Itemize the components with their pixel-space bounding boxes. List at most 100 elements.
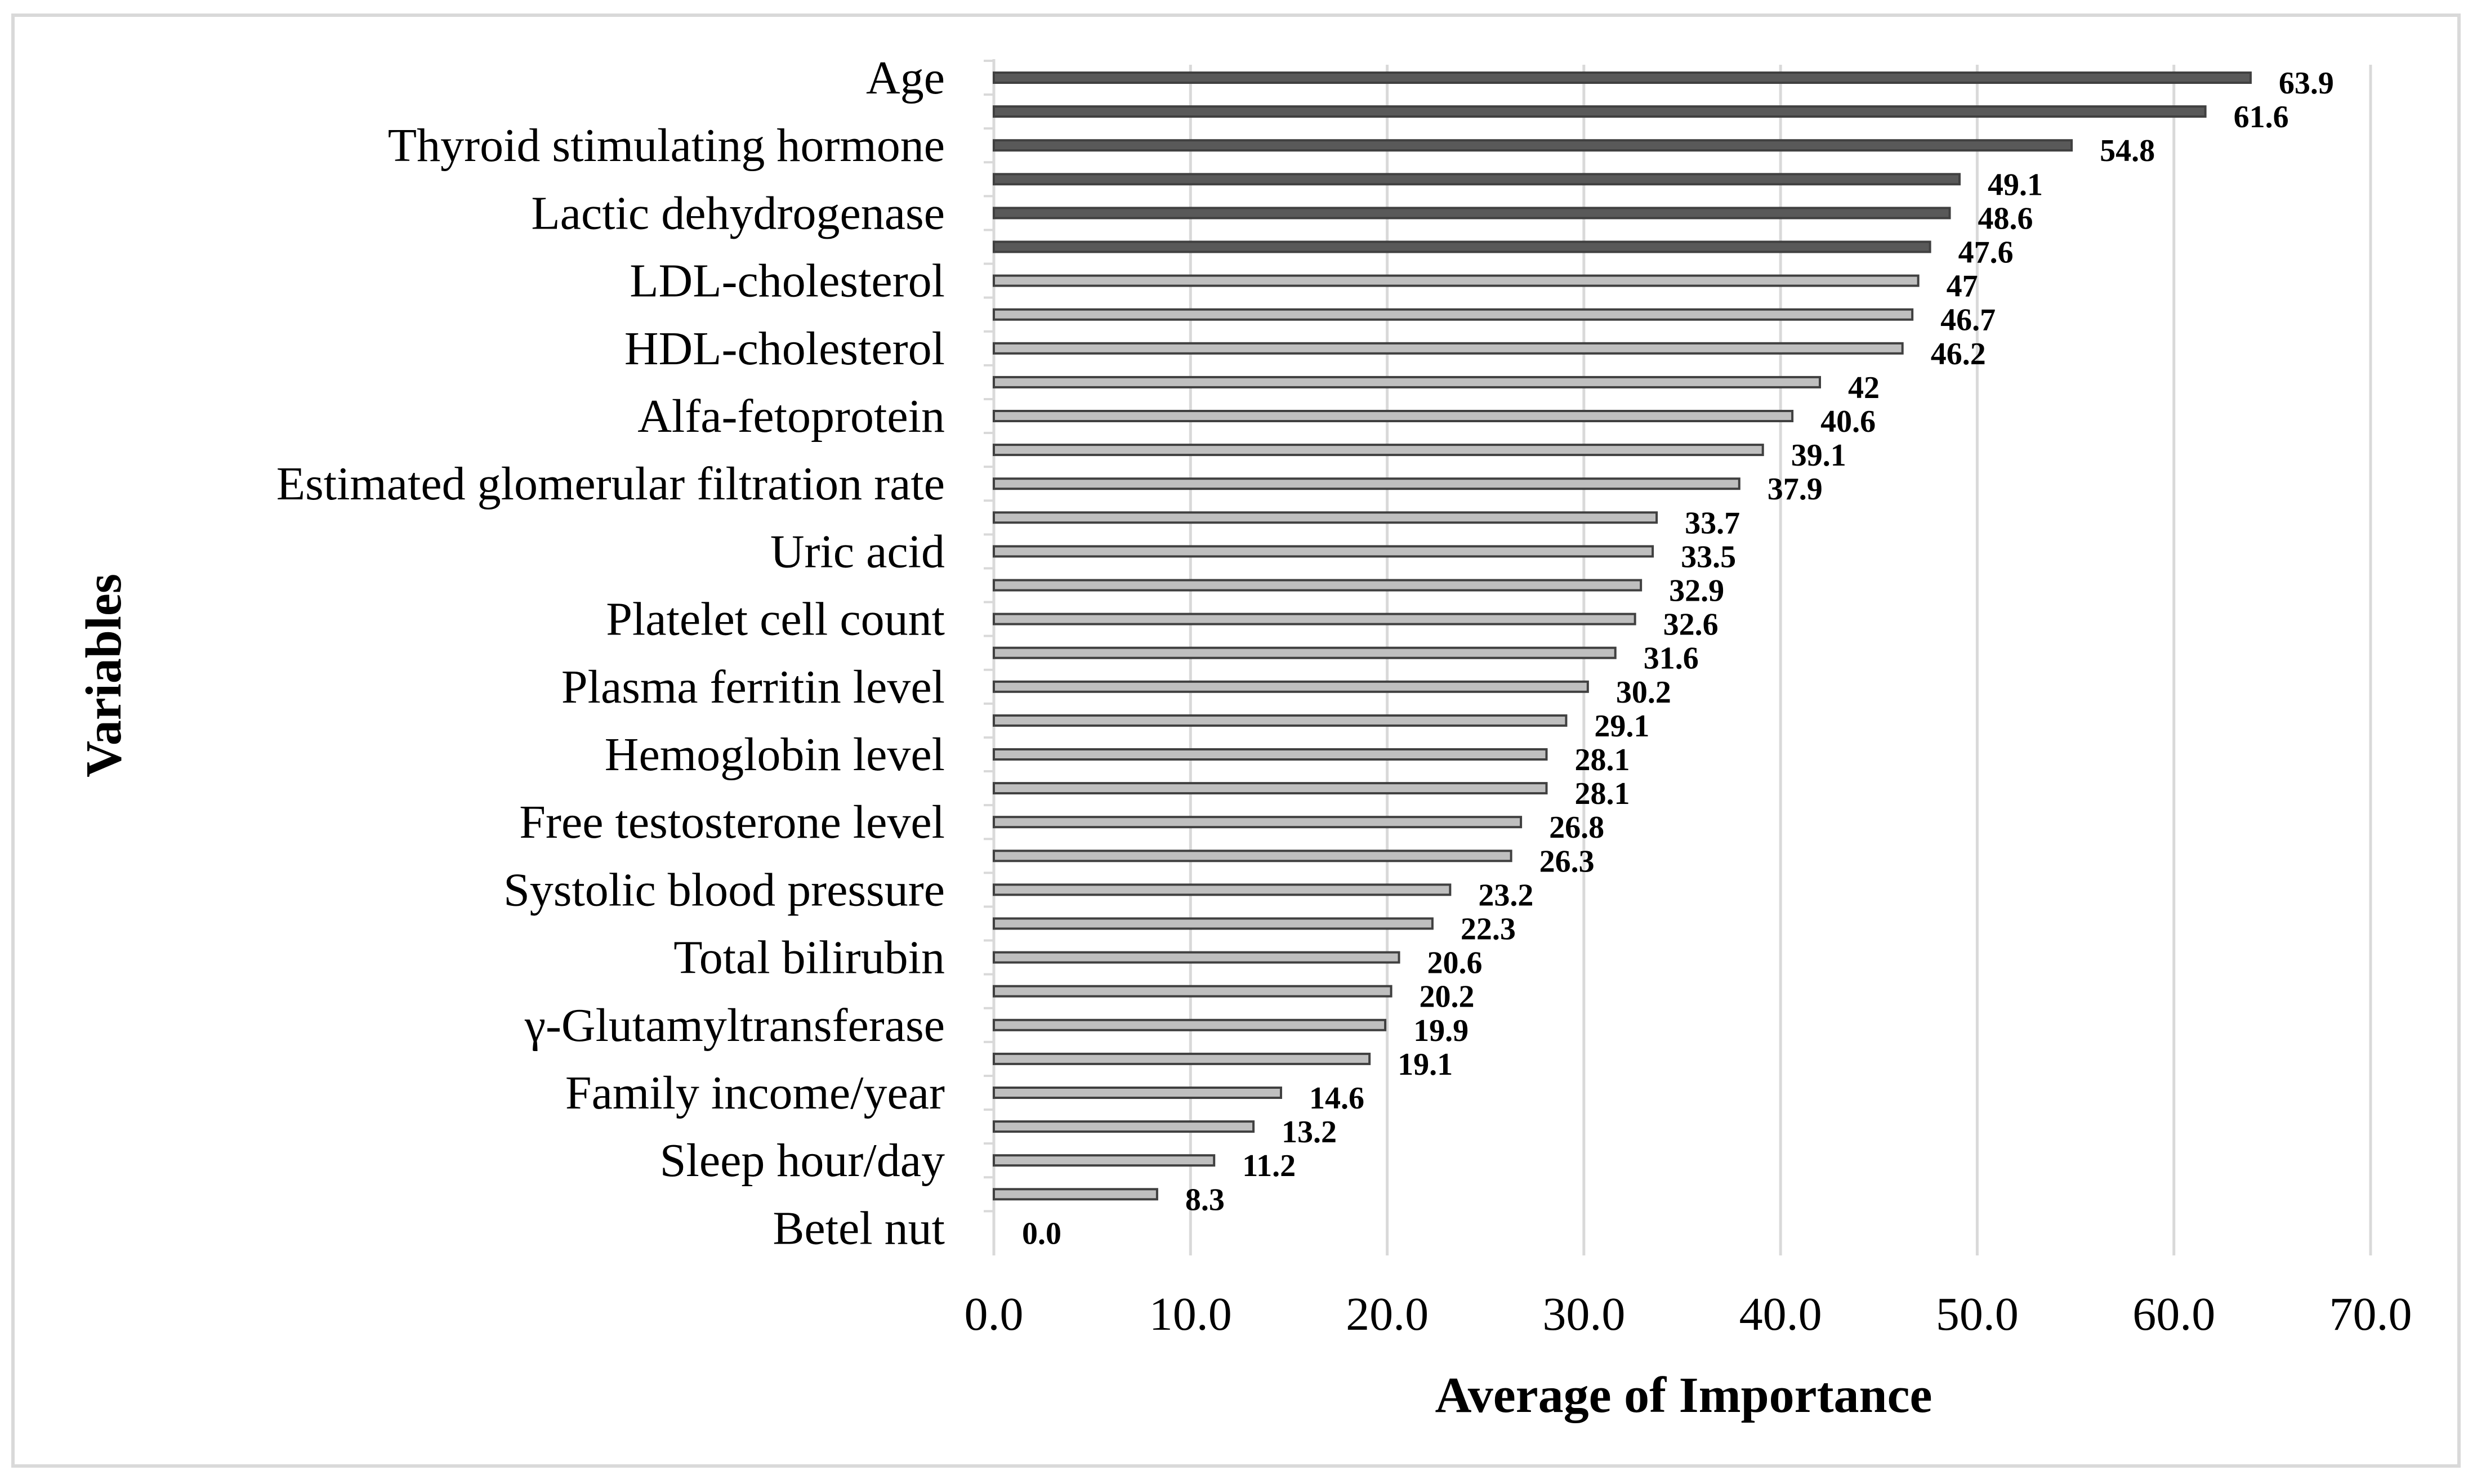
category-label: Betel nut <box>773 1202 945 1254</box>
value-label: 11.2 <box>1242 1148 1296 1183</box>
value-label: 31.6 <box>1644 641 1699 676</box>
bar <box>993 646 1617 659</box>
value-label: 30.2 <box>1616 675 1671 710</box>
category-label: Systolic blood pressure <box>503 864 945 916</box>
category-label: Alfa-fetoprotein <box>637 390 945 442</box>
value-label: 26.3 <box>1539 844 1595 879</box>
bars <box>993 71 2252 1201</box>
value-label: 13.2 <box>1282 1115 1337 1150</box>
bar <box>993 1154 1216 1167</box>
bar <box>993 444 1764 457</box>
bar <box>993 1087 1282 1099</box>
value-label: 33.7 <box>1685 506 1740 540</box>
bar <box>993 240 1931 253</box>
bar <box>993 850 1512 862</box>
value-label: 32.9 <box>1669 574 1724 609</box>
value-label: 46.7 <box>1940 303 1996 338</box>
category-label: Total bilirubin <box>673 932 945 984</box>
bar <box>993 376 1821 388</box>
bar <box>993 748 1548 761</box>
value-label: 61.6 <box>2234 100 2289 135</box>
x-tick-label: 50.0 <box>1936 1288 2019 1340</box>
value-label: 8.3 <box>1185 1182 1225 1217</box>
category-label: Hemoglobin level <box>605 728 945 781</box>
value-label: 47.6 <box>1958 235 2014 270</box>
category-label: Family income/year <box>565 1067 945 1119</box>
value-label: 39.1 <box>1791 438 1846 473</box>
x-tick-label: 10.0 <box>1149 1288 1232 1340</box>
category-label: Age <box>866 52 945 104</box>
value-label: 49.1 <box>1988 167 2043 202</box>
category-label: HDL-cholesterol <box>624 323 945 375</box>
category-label: Sleep hour/day <box>660 1134 945 1187</box>
bar <box>993 1188 1158 1201</box>
category-label: Free testosterone level <box>519 796 945 848</box>
value-label: 22.3 <box>1461 912 1516 947</box>
bar <box>993 342 1904 355</box>
chart-frame <box>11 14 2461 1468</box>
value-label: 42 <box>1848 370 1880 405</box>
category-label: Thyroid stimulating hormone <box>388 119 945 172</box>
value-label: 46.2 <box>1931 337 1986 372</box>
value-label: 26.8 <box>1549 810 1604 845</box>
value-label: 47 <box>1947 269 1978 304</box>
bar <box>993 274 1920 287</box>
bar <box>993 308 1914 321</box>
bar <box>993 985 1393 998</box>
value-label: 14.6 <box>1309 1081 1364 1116</box>
bar <box>993 680 1589 693</box>
bar <box>993 816 1523 829</box>
bar <box>993 1018 1387 1031</box>
bar <box>993 511 1658 524</box>
value-label: 40.6 <box>1820 404 1876 439</box>
x-tick-label: 30.0 <box>1542 1288 1625 1340</box>
bar <box>993 173 1961 186</box>
bar <box>993 207 1951 220</box>
x-tick-labels: 0.0 10.0 20.0 30.0 40.0 50.0 60.0 70.0 <box>965 1288 2412 1340</box>
value-label: 23.2 <box>1478 878 1533 913</box>
bar <box>993 410 1794 422</box>
bar <box>993 477 1740 490</box>
bar <box>993 71 2252 84</box>
x-tick-label: 40.0 <box>1739 1288 1822 1340</box>
x-tick-label: 60.0 <box>2132 1288 2215 1340</box>
bar <box>993 545 1654 558</box>
category-label: Uric acid <box>770 525 945 578</box>
value-label: 20.6 <box>1427 946 1483 981</box>
bar <box>993 105 2207 118</box>
value-label: 28.1 <box>1574 776 1630 811</box>
category-label: γ-Glutamyltransferase <box>524 999 945 1052</box>
bar <box>993 714 1568 727</box>
bar <box>993 883 1452 896</box>
value-label: 28.1 <box>1574 743 1630 777</box>
value-label: 0.0 <box>1022 1216 1061 1251</box>
category-labels: Age Thyroid stimulating hormone Lactic deh… <box>276 52 945 1254</box>
value-label: 20.2 <box>1420 980 1475 1014</box>
x-tick-label: 70.0 <box>2329 1288 2412 1340</box>
value-label: 54.8 <box>2100 133 2155 168</box>
bar <box>993 1052 1371 1065</box>
bar <box>993 782 1548 795</box>
category-label: Platelet cell count <box>606 593 945 646</box>
category-label: LDL-cholesterol <box>630 255 945 307</box>
value-label: 32.6 <box>1663 607 1719 642</box>
value-label: 19.1 <box>1398 1047 1453 1082</box>
value-label: 29.1 <box>1594 709 1649 744</box>
value-label: 19.9 <box>1413 1013 1469 1048</box>
y-axis-title: Variables <box>76 574 132 777</box>
bar <box>993 1120 1255 1133</box>
bar <box>993 579 1643 592</box>
value-label: 63.9 <box>2279 66 2334 101</box>
category-label: Lactic dehydrogenase <box>531 187 945 239</box>
x-tick-label: 20.0 <box>1346 1288 1429 1340</box>
x-tick-label: 0.0 <box>965 1288 1024 1340</box>
value-label: 37.9 <box>1768 472 1823 507</box>
value-label: 48.6 <box>1978 201 2033 236</box>
bar <box>993 613 1636 625</box>
bar <box>993 951 1400 964</box>
bar <box>993 917 1434 930</box>
x-axis-title: Average of Importance <box>1435 1367 1932 1423</box>
bar <box>993 139 2073 152</box>
